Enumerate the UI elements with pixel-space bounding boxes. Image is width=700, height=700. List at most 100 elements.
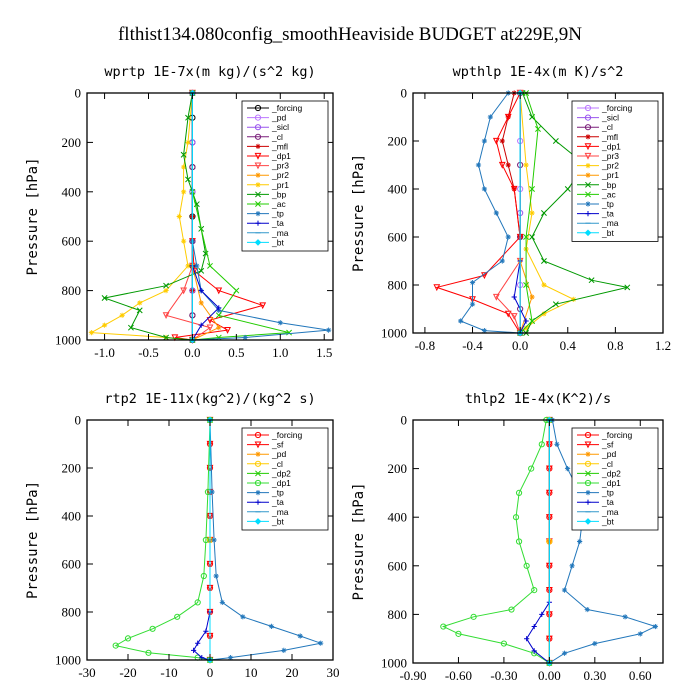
legend-entry: _pr3 <box>577 151 619 161</box>
legend-marker <box>255 201 261 207</box>
y-tick-label: 0 <box>401 86 408 101</box>
data-point <box>523 318 529 324</box>
data-point <box>561 650 568 656</box>
data-point <box>523 234 530 240</box>
data-point <box>577 538 583 545</box>
data-point <box>185 114 191 121</box>
data-point <box>171 334 179 342</box>
series-line <box>191 93 290 341</box>
data-point <box>318 640 324 646</box>
legend-entry: _bp <box>577 180 616 190</box>
legend-label: _bt <box>601 516 614 526</box>
legend-label: _cl <box>271 132 283 142</box>
legend-entry: _bt <box>577 516 614 526</box>
data-point <box>198 322 204 328</box>
data-point <box>588 277 595 284</box>
y-tick-label: 400 <box>62 509 82 524</box>
data-point <box>592 640 598 647</box>
data-point <box>531 648 537 654</box>
data-point <box>535 126 541 132</box>
legend-entry: _mfl <box>577 132 618 142</box>
legend-entry: _bt <box>247 237 284 247</box>
x-tick-label: 0.8 <box>607 338 623 353</box>
legend-entry: _sicl <box>577 113 619 123</box>
legend-label: _pr1 <box>271 180 289 190</box>
data-point <box>219 599 225 605</box>
legend-label: _tp <box>601 488 614 498</box>
legend-entry: _pd <box>577 449 616 459</box>
series-line <box>89 92 193 341</box>
data-point <box>181 238 187 244</box>
legend-entry: _cl <box>247 132 283 142</box>
legend-entry: _ma <box>577 218 619 228</box>
data-point <box>180 151 187 158</box>
y-tick-label: 600 <box>388 230 408 245</box>
legend-entry: _pd <box>247 449 286 459</box>
data-point <box>515 489 523 496</box>
legend-entry: _pr1 <box>247 180 289 190</box>
legend-marker <box>584 229 592 237</box>
data-point <box>215 312 222 319</box>
x-tick-label: 0.0 <box>184 345 200 360</box>
data-point <box>286 329 293 336</box>
legend-label: _pr1 <box>601 170 619 180</box>
legend-marker <box>585 172 591 178</box>
y-tick-label: 0 <box>75 413 82 428</box>
legend-marker <box>584 431 592 439</box>
legend-marker <box>254 441 262 449</box>
legend-label: _dp1 <box>271 478 291 488</box>
legend-label: _bt <box>271 237 284 247</box>
legend-entry: _dp2 <box>247 468 291 478</box>
data-point <box>326 327 332 333</box>
data-point <box>529 294 535 300</box>
data-point <box>571 296 577 302</box>
legend-label: _ma <box>271 228 289 238</box>
data-point <box>493 210 499 216</box>
series-line <box>435 92 521 334</box>
data-point <box>277 320 283 326</box>
data-point <box>206 324 214 332</box>
data-point <box>433 284 441 292</box>
data-point <box>180 287 188 295</box>
data-point <box>194 263 200 269</box>
y-tick-label: 800 <box>388 607 408 622</box>
legend-entry: _forcing <box>247 103 303 113</box>
legend: _forcing_sf_pd_cl_dp2_dp1_tp_ta_ma_bt <box>241 427 329 531</box>
panel-1: wprtp 1E-7x(m kg)/(s^2 kg) Pressure [hPa]… <box>25 64 334 360</box>
legend-label: _tp <box>271 488 284 498</box>
data-point <box>455 630 462 637</box>
legend-label: _ta <box>271 218 284 228</box>
data-point <box>515 538 523 545</box>
legend-marker <box>584 114 592 121</box>
legend-marker <box>254 152 262 160</box>
series-line <box>191 93 220 341</box>
x-tick-label: -0.5 <box>138 345 159 360</box>
figure-title: flthist134.080config_smoothHeaviside BUD… <box>118 24 582 45</box>
y-tick-label: 200 <box>62 461 82 476</box>
legend-marker <box>585 211 591 217</box>
data-point <box>458 318 464 324</box>
legend-label: _forcing <box>271 430 303 440</box>
data-point <box>564 466 571 472</box>
x-tick-label: -0.4 <box>462 338 483 353</box>
legend-marker <box>254 479 262 487</box>
data-point <box>510 313 518 320</box>
legend-label: _ac <box>601 189 616 199</box>
series-dp1 <box>112 416 214 664</box>
x-tick-label: 1.2 <box>655 338 671 353</box>
data-point <box>528 465 535 472</box>
panel-4: thlp2 1E-4x(K^2)/s Pressure [hPa] 0 200 400 6… <box>351 391 664 683</box>
x-tick-label: 0.5 <box>228 345 244 360</box>
y-tick-label: 1000 <box>55 333 81 348</box>
panel-title: thlp2 1E-4x(K^2)/s <box>465 391 611 407</box>
legend-label: _bt <box>601 228 614 238</box>
legend: _forcing_pd_sicl_cl_mfl_dp1_pr3_pr2_pr1_… <box>241 100 329 252</box>
data-point <box>233 287 240 294</box>
legend-entry: _ta <box>247 218 284 228</box>
data-point <box>101 322 108 328</box>
legend-label: _dp1 <box>271 151 291 161</box>
data-point <box>162 312 170 320</box>
legend-marker <box>255 470 261 477</box>
data-point <box>523 562 530 569</box>
data-point <box>88 329 94 336</box>
